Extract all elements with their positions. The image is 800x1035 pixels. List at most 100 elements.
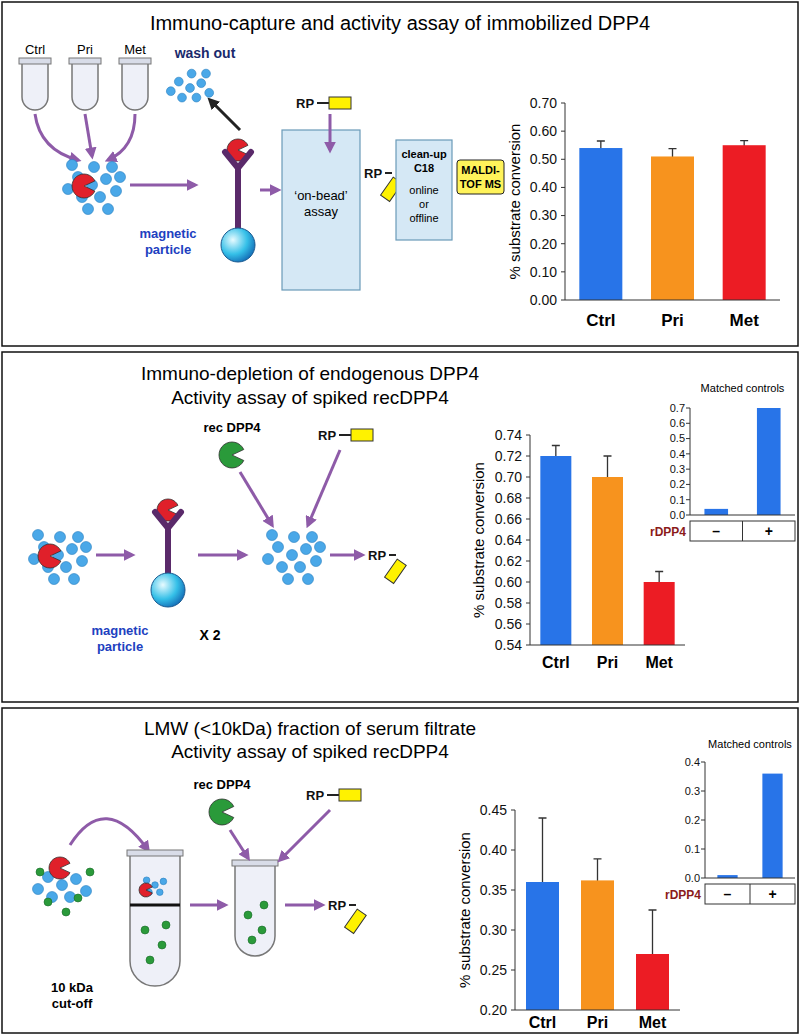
tick-label: 0.3: [685, 785, 700, 797]
small-molecule: [260, 901, 268, 909]
tube: [122, 64, 148, 110]
category-label: –: [724, 886, 732, 902]
label: particle: [145, 242, 191, 257]
label: RP: [368, 548, 386, 563]
tick: [686, 408, 690, 409]
molecule: [267, 530, 278, 541]
enzyme: [72, 174, 95, 198]
tick: [511, 890, 515, 891]
chart-title: Matched controls: [708, 738, 792, 750]
panel-frame: [2, 708, 798, 1033]
tick: [511, 810, 515, 811]
molecule: [115, 172, 126, 183]
y-axis: [515, 810, 516, 1010]
tick: [526, 603, 530, 604]
label: Ctrl: [25, 42, 45, 57]
small-molecule: [146, 956, 154, 964]
tube-cap: [119, 58, 151, 64]
tick-label: 0.1: [685, 843, 700, 855]
category-label: Pri: [597, 654, 618, 671]
category-divider: [750, 884, 751, 904]
small-molecule: [86, 868, 94, 876]
bar: [757, 408, 781, 515]
tick-label: 0.4: [670, 448, 685, 460]
arrow: [198, 554, 245, 557]
arrow: [108, 114, 135, 160]
magnetic-bead: [221, 228, 255, 262]
tick: [526, 477, 530, 478]
cleaved-bond: [389, 554, 396, 556]
molecule: [301, 544, 312, 555]
molecule: [71, 874, 82, 885]
chart-title: Matched controls: [701, 382, 785, 394]
tick-label: 0.20: [480, 1002, 507, 1018]
antibody: [155, 512, 181, 573]
molecule: [81, 886, 92, 897]
tick-label: 0.56: [495, 616, 522, 632]
tube: [72, 64, 98, 110]
category-label: –: [712, 523, 720, 539]
chart: 0.00.10.20.30.40.50.60.7Matched controls…: [650, 382, 795, 541]
arrow: [329, 114, 332, 150]
molecule: [83, 204, 94, 215]
arrow: [280, 810, 330, 860]
label: RP: [328, 898, 346, 913]
antibody: [225, 152, 251, 228]
molecule: [67, 160, 78, 171]
label: particle: [97, 639, 143, 654]
tick-label: 0.2: [670, 478, 685, 490]
tick-label: 0.62: [495, 553, 522, 569]
axis-label: rDPP4: [650, 525, 686, 539]
tick-label: 0.25: [480, 962, 507, 978]
label: RP: [318, 428, 336, 443]
molecule: [101, 174, 112, 185]
tube: [130, 856, 180, 986]
molecule: [33, 530, 44, 541]
tick: [526, 561, 530, 562]
small-molecule: [62, 908, 70, 916]
cleaved-bond: [349, 904, 356, 906]
tick: [511, 1010, 515, 1011]
peptide-bond: [327, 794, 339, 796]
reporter: [329, 97, 351, 109]
label: RP: [364, 166, 382, 181]
molecule: [303, 574, 314, 585]
molecule: [307, 532, 318, 543]
tick: [701, 791, 705, 792]
label: TOF MS: [460, 178, 501, 190]
tick: [526, 540, 530, 541]
molecule: [289, 532, 300, 543]
molecule: [273, 542, 284, 553]
arrow: [210, 100, 240, 130]
label: offline: [409, 212, 438, 224]
marks: [540, 446, 674, 646]
tube: [235, 866, 275, 956]
molecule: [57, 880, 68, 891]
tube-cap: [232, 860, 278, 866]
tube: [22, 64, 48, 110]
small-molecule: [162, 921, 170, 929]
molecule: [69, 574, 80, 585]
y-axis: [690, 408, 691, 515]
molecule: [77, 556, 88, 567]
category-label: Ctrl: [529, 1014, 557, 1031]
tube-cap: [127, 850, 183, 856]
category-label: Met: [645, 654, 673, 671]
tick: [686, 453, 690, 454]
tick: [526, 456, 530, 457]
axis-label: % substrate conversion: [470, 462, 487, 618]
tick: [701, 878, 705, 879]
small-molecule: [74, 894, 82, 902]
tick-label: 0.1: [670, 494, 685, 506]
bar: [723, 145, 766, 300]
molecule: [315, 542, 326, 553]
molecule: [287, 550, 298, 561]
tick-label: 0.70: [530, 95, 557, 111]
tick-label: 0.70: [495, 469, 522, 485]
category-box: [705, 884, 795, 904]
panel-frame: [2, 2, 798, 346]
tick-label: 0.45: [480, 802, 507, 818]
tick: [701, 820, 705, 821]
molecule: [295, 562, 306, 573]
molecule: [277, 562, 288, 573]
